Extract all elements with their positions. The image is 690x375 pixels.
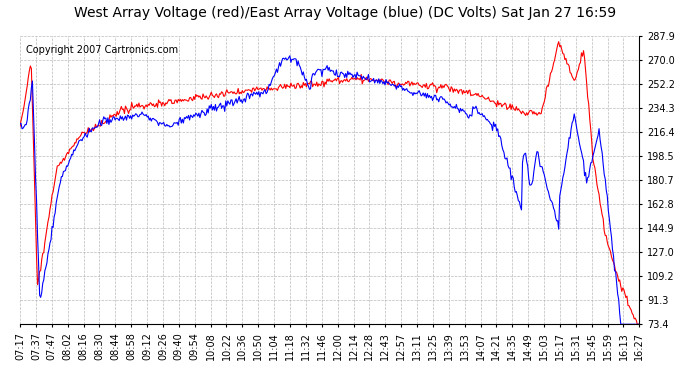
- Text: West Array Voltage (red)/East Array Voltage (blue) (DC Volts) Sat Jan 27 16:59: West Array Voltage (red)/East Array Volt…: [74, 6, 616, 20]
- Text: Copyright 2007 Cartronics.com: Copyright 2007 Cartronics.com: [26, 45, 178, 54]
